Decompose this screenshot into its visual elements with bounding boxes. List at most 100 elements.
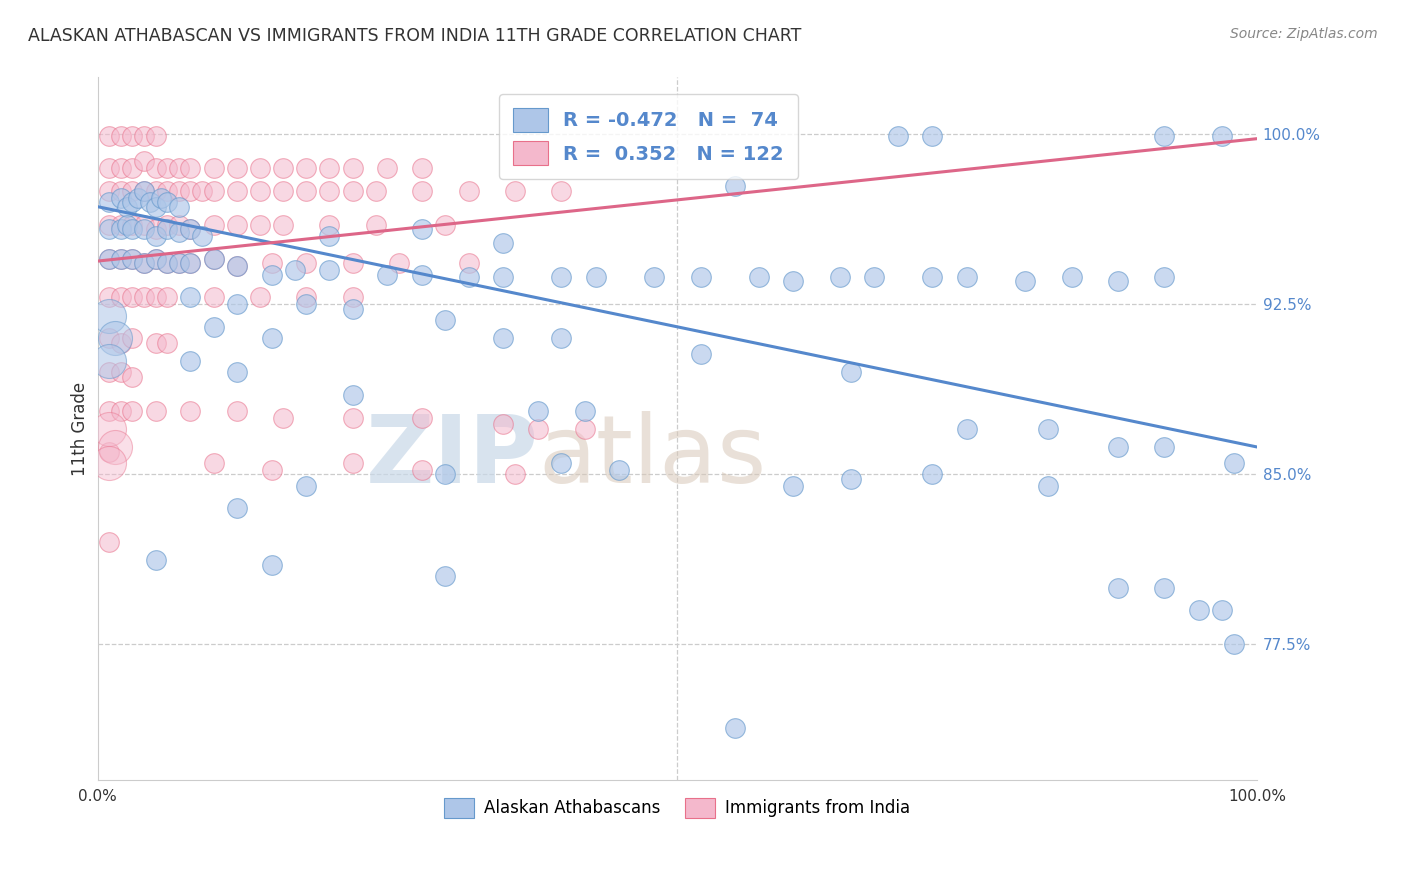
Point: [1107, 440, 1129, 454]
Point: [179, 256, 201, 270]
Point: [98, 365, 121, 379]
Point: [377, 268, 399, 282]
Point: [411, 161, 433, 175]
Point: [956, 422, 979, 436]
Point: [921, 467, 943, 482]
Point: [132, 222, 155, 236]
Point: [121, 218, 143, 232]
Point: [377, 161, 399, 175]
Point: [179, 161, 201, 175]
Point: [574, 422, 596, 436]
Point: [132, 218, 155, 232]
Point: [110, 218, 132, 232]
Point: [98, 252, 121, 266]
Point: [132, 256, 155, 270]
Point: [179, 222, 201, 236]
Point: [115, 218, 138, 232]
Point: [167, 184, 190, 198]
Point: [260, 268, 283, 282]
Point: [492, 417, 515, 432]
Point: [886, 129, 908, 144]
Point: [411, 184, 433, 198]
Point: [1211, 129, 1233, 144]
Point: [98, 218, 121, 232]
Point: [1153, 269, 1175, 284]
Point: [1107, 581, 1129, 595]
Point: [156, 195, 179, 210]
Point: [724, 721, 747, 735]
Point: [202, 161, 225, 175]
Point: [550, 331, 572, 345]
Point: [121, 290, 143, 304]
Point: [145, 403, 167, 417]
Point: [318, 184, 340, 198]
Point: [179, 403, 201, 417]
Point: [110, 184, 132, 198]
Point: [271, 184, 294, 198]
Point: [318, 263, 340, 277]
Point: [145, 290, 167, 304]
Point: [318, 229, 340, 244]
Point: [411, 410, 433, 425]
Point: [132, 129, 155, 144]
Point: [782, 478, 804, 492]
Point: [457, 256, 479, 270]
Point: [295, 297, 318, 311]
Text: Source: ZipAtlas.com: Source: ZipAtlas.com: [1230, 27, 1378, 41]
Point: [260, 558, 283, 572]
Point: [527, 422, 550, 436]
Point: [191, 229, 214, 244]
Point: [550, 184, 572, 198]
Point: [364, 218, 387, 232]
Point: [145, 335, 167, 350]
Legend: Alaskan Athabascans, Immigrants from India: Alaskan Athabascans, Immigrants from Ind…: [437, 791, 917, 825]
Point: [724, 179, 747, 194]
Point: [342, 456, 364, 470]
Point: [225, 161, 247, 175]
Point: [225, 501, 247, 516]
Point: [145, 222, 167, 236]
Point: [457, 184, 479, 198]
Point: [225, 259, 247, 273]
Point: [98, 184, 121, 198]
Point: [921, 129, 943, 144]
Point: [110, 335, 132, 350]
Point: [110, 290, 132, 304]
Point: [249, 218, 271, 232]
Point: [202, 319, 225, 334]
Point: [1223, 456, 1246, 470]
Point: [139, 195, 162, 210]
Point: [342, 388, 364, 402]
Point: [167, 225, 190, 239]
Point: [156, 290, 179, 304]
Point: [527, 403, 550, 417]
Point: [492, 235, 515, 250]
Point: [503, 184, 526, 198]
Point: [156, 256, 179, 270]
Point: [145, 184, 167, 198]
Point: [388, 256, 411, 270]
Point: [179, 222, 201, 236]
Point: [145, 252, 167, 266]
Point: [121, 161, 143, 175]
Point: [782, 275, 804, 289]
Point: [127, 191, 149, 205]
Point: [110, 161, 132, 175]
Point: [156, 184, 179, 198]
Point: [121, 403, 143, 417]
Point: [121, 129, 143, 144]
Point: [225, 218, 247, 232]
Point: [342, 410, 364, 425]
Point: [503, 467, 526, 482]
Point: [156, 335, 179, 350]
Point: [121, 369, 143, 384]
Point: [839, 472, 862, 486]
Point: [98, 535, 121, 549]
Point: [434, 218, 457, 232]
Point: [179, 184, 201, 198]
Point: [98, 422, 121, 436]
Point: [550, 456, 572, 470]
Point: [956, 269, 979, 284]
Point: [167, 161, 190, 175]
Point: [1153, 440, 1175, 454]
